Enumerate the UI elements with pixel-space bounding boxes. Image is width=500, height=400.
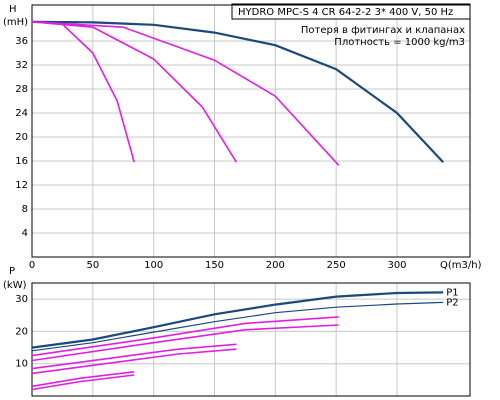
curve [31,316,339,357]
x-tick-label: 300 [387,260,406,271]
y-tick-label: 30 [15,294,28,305]
x-tick-label: 150 [205,260,224,271]
y-unit: (kW) [3,280,27,291]
x-tick-label: 100 [144,260,163,271]
curve [31,291,444,349]
y-tick-label: 12 [15,180,28,191]
curve [31,21,238,163]
y-label: P [9,266,15,277]
y-tick-label: 28 [15,84,28,95]
curve [31,343,237,370]
curve [31,20,445,163]
plot-frame [31,4,471,258]
y-tick-label: 4 [22,228,28,239]
x-tick-label: 0 [29,260,35,271]
x-label: Q(m3/h) [440,260,482,271]
y-tick-label: 32 [15,60,28,71]
chart-title: HYDRO MPC-S 4 CR 64-2-2 3* 400 V, 50 Hz [238,7,453,18]
annotation: Потеря в фитингах и клапанах [301,25,465,36]
series-label: P2 [446,297,458,308]
curve [31,371,135,388]
curve [31,374,135,391]
y-tick-label: 16 [15,156,28,167]
plot-frame [31,282,471,397]
y-tick-label: 24 [15,108,28,119]
curve [31,21,340,166]
y-tick-label: 10 [15,359,28,370]
curve [31,348,237,375]
y-tick-label: 8 [22,204,28,215]
y-tick-label: 20 [15,326,28,337]
series-label: P1 [446,287,458,298]
y-tick-label: 20 [15,132,28,143]
y-unit: (mH) [3,17,28,28]
y-tick-label: 36 [15,36,28,47]
x-tick-label: 200 [266,260,285,271]
curve [31,324,339,362]
x-tick-label: 250 [327,260,346,271]
x-tick-label: 50 [86,260,99,271]
curve [31,301,444,352]
y-label: H [9,4,17,15]
annotation: Плотность = 1000 kg/m3 [334,37,465,48]
